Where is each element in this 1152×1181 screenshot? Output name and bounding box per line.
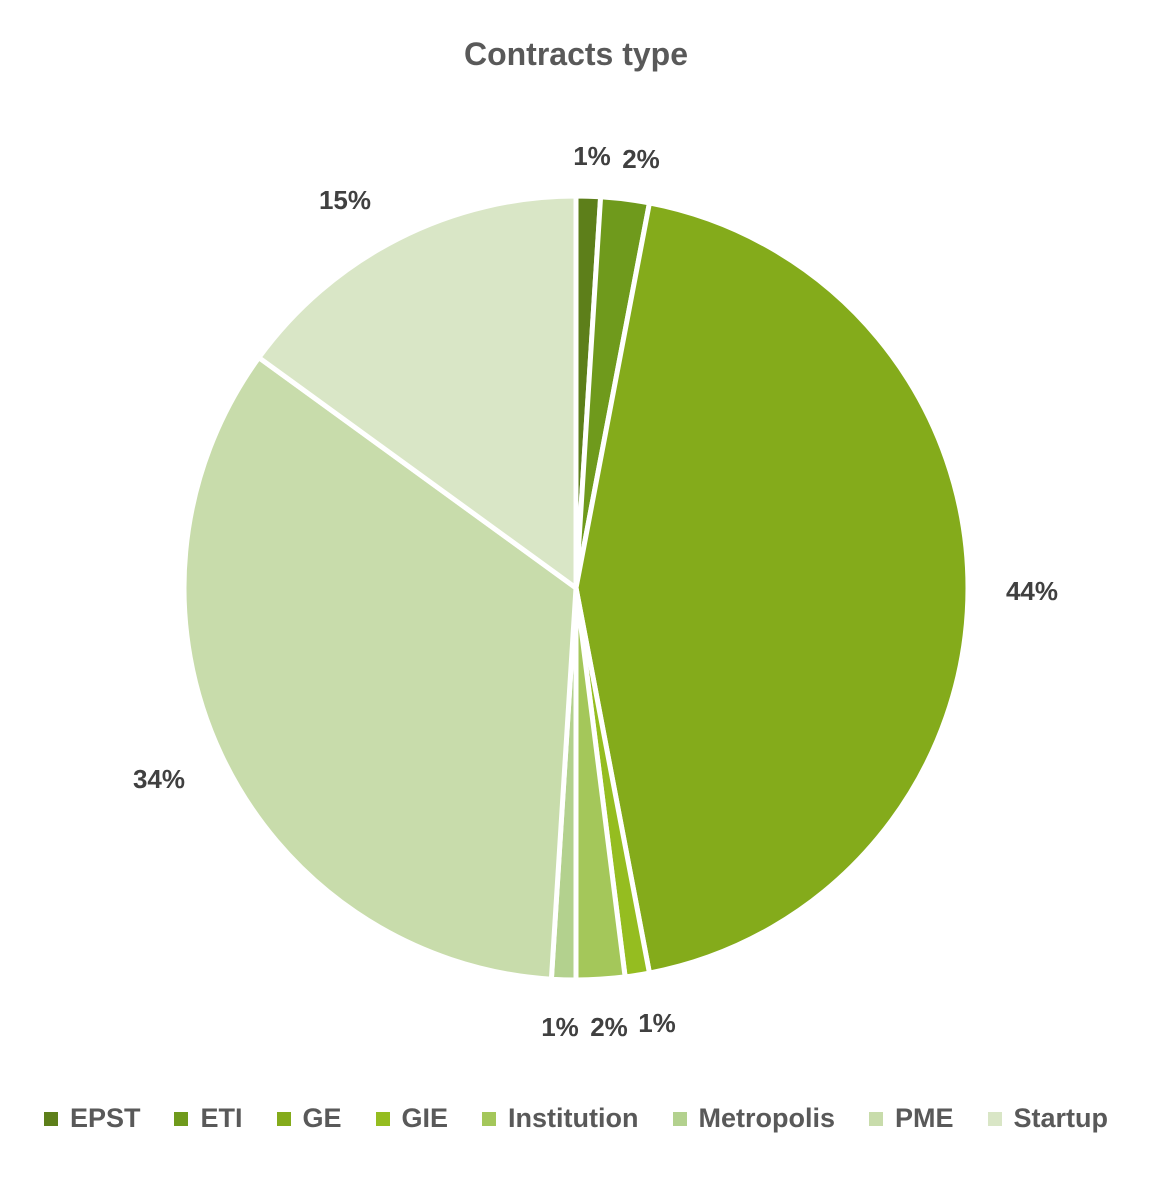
pie-slice-startup [256, 193, 579, 591]
chart-title: Contracts type [463, 36, 689, 72]
legend-label: ETI [200, 1103, 243, 1133]
legend-swatch [987, 1111, 1002, 1126]
legend-label: EPST [69, 1103, 141, 1133]
legend-item-epst: EPST [43, 1103, 141, 1134]
legend-item-metropolis: Metropolis [672, 1103, 836, 1134]
legend-label: GE [302, 1103, 342, 1133]
data-label-eti: 2% [622, 144, 660, 174]
legend-item-gie: GIE [375, 1103, 449, 1134]
legend-label: GIE [401, 1103, 449, 1133]
legend-label: Metropolis [698, 1103, 836, 1133]
legend-item-institution: Institution [482, 1103, 639, 1134]
legend-swatch [375, 1111, 390, 1126]
pie-slices [181, 193, 971, 983]
data-label-gie: 1% [638, 1008, 676, 1038]
data-label-epst: 1% [573, 141, 611, 171]
legend-swatch [276, 1111, 291, 1126]
legend-item-startup: Startup [987, 1103, 1109, 1134]
data-label-institution: 2% [590, 1012, 628, 1042]
legend-label: Institution [508, 1103, 639, 1133]
pie-slice-ge [573, 200, 971, 976]
pie-data-labels: 1% 2% 44% 1% 2% 1% 34% 15% [133, 141, 1058, 1042]
legend-label: Startup [1013, 1103, 1109, 1133]
legend-item-pme: PME [869, 1103, 954, 1134]
data-label-startup: 15% [319, 185, 371, 215]
legend-item-eti: ETI [174, 1103, 243, 1134]
legend-swatch [482, 1111, 497, 1126]
legend-label: PME [895, 1103, 954, 1133]
data-label-metropolis: 1% [541, 1012, 579, 1042]
legend-swatch [672, 1111, 687, 1126]
legend-item-ge: GE [276, 1103, 342, 1134]
legend: EPST ETI GE GIE Institution Metropolis PME Star… [0, 1103, 1152, 1134]
pie-slice-pme [181, 355, 579, 982]
legend-swatch [869, 1111, 884, 1126]
legend-swatch [174, 1111, 189, 1126]
data-label-ge: 44% [1006, 576, 1058, 606]
legend-swatch [43, 1111, 58, 1126]
data-label-pme: 34% [133, 764, 185, 794]
